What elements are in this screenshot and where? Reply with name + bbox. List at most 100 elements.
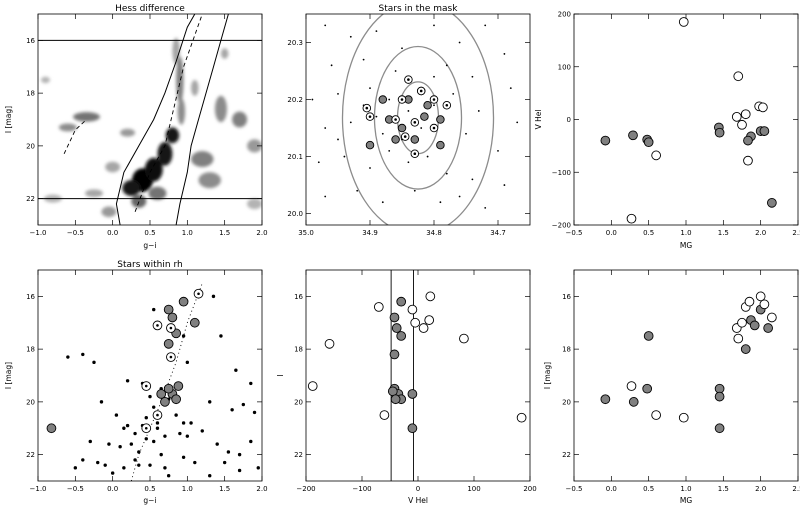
y-tick-label: 20	[26, 398, 35, 406]
member-star-filled	[767, 197, 777, 208]
y-tick-label: 16	[562, 293, 571, 301]
member-star-open	[678, 412, 689, 423]
star-point	[144, 437, 148, 441]
star-point	[122, 466, 126, 470]
x-tick-label: 1.5	[718, 485, 729, 493]
marks	[307, 270, 527, 481]
star-point	[163, 434, 167, 438]
star-point	[249, 381, 253, 386]
member-star-filled	[643, 331, 654, 341]
star-point	[330, 64, 333, 67]
star-point	[375, 30, 378, 33]
star-point	[458, 195, 461, 198]
star-point	[211, 294, 216, 299]
member-star-open	[755, 291, 766, 302]
panel-hess-difference: Hess difference −1.0 −0.5 0.0 0.5 1.0 1.5 2.0 1…	[4, 4, 268, 250]
member-star-open	[767, 312, 777, 323]
member-star-open	[758, 102, 768, 113]
member-star-center	[413, 121, 417, 124]
star-point	[311, 98, 314, 101]
y-axis-label: I	[276, 374, 285, 376]
star-point	[388, 98, 391, 101]
star-point	[362, 58, 365, 61]
x-tick-label: 34.9	[362, 229, 378, 237]
star-point	[471, 178, 474, 181]
x-tick-label: 35.0	[298, 229, 314, 237]
star-point	[433, 75, 435, 78]
member-star-center	[156, 324, 159, 327]
star-point	[185, 434, 190, 438]
heatmap-cell	[177, 98, 186, 125]
star-point	[181, 334, 186, 338]
star-point	[388, 149, 391, 152]
y-tick-label: 200	[558, 11, 571, 19]
x-tick-label: 0.0	[107, 485, 118, 493]
star-point	[369, 167, 371, 169]
y-tick-label: 20.0	[287, 210, 303, 218]
member-star-filled	[156, 389, 167, 399]
heatmap-cell	[220, 48, 229, 59]
member-star-center	[413, 152, 417, 156]
y-tick-label: 18	[294, 346, 303, 354]
member-star-filled	[167, 312, 178, 323]
star-point	[125, 379, 130, 383]
member-star-filled	[714, 391, 725, 402]
member-star-open	[737, 317, 747, 328]
star-point	[497, 149, 499, 152]
member-star-open	[731, 112, 742, 122]
panel-i-vs-vhel: −200 −100 0 100 200 16 18 20 22 V Hel I	[276, 269, 537, 505]
x-tick-label: 2.5	[792, 485, 800, 493]
y-axis-label: I [mag]	[543, 362, 552, 389]
member-star-filled	[163, 304, 174, 315]
star-point	[317, 161, 320, 164]
member-star-center	[144, 426, 148, 430]
member-star-filled	[160, 397, 170, 407]
marks	[311, 14, 519, 225]
x-tick-label: −1.0	[30, 485, 47, 493]
member-star-open	[743, 155, 753, 166]
x-tick-label: −200	[296, 485, 315, 493]
member-star-filled	[423, 100, 432, 110]
member-star-filled	[365, 140, 375, 150]
member-star-filled	[600, 135, 611, 146]
x-tick-label: 2.5	[792, 229, 800, 237]
member-star-open	[407, 304, 418, 315]
member-star-center	[169, 355, 173, 359]
member-star-filled	[749, 320, 760, 331]
x-axis-label: MG	[680, 241, 692, 250]
heatmap-cell	[148, 186, 167, 200]
member-star-filled	[436, 140, 445, 150]
axes: −0.5 0.0 0.5 1.0 1.5 2.0 2.5 16 18 20 22	[562, 270, 800, 493]
star-point	[426, 155, 429, 158]
star-point	[241, 402, 246, 407]
star-point	[369, 87, 371, 90]
member-star-open	[737, 119, 747, 130]
member-star-open	[424, 315, 435, 325]
member-star-open	[324, 339, 335, 349]
member-star-filled	[397, 123, 407, 133]
star-point	[516, 121, 519, 124]
member-star-filled	[643, 137, 654, 148]
star-point	[349, 35, 352, 38]
member-star-filled	[407, 389, 418, 399]
x-tick-label: 2.0	[755, 485, 766, 493]
star-point	[256, 466, 260, 470]
star-point	[343, 155, 346, 158]
star-point	[381, 201, 384, 204]
star-point	[413, 189, 416, 192]
star-point	[375, 115, 378, 118]
star-point	[129, 442, 134, 446]
star-point	[181, 455, 186, 459]
star-point	[88, 439, 92, 444]
panel-title: Hess difference	[115, 4, 185, 14]
heatmap-cell	[58, 123, 77, 132]
plot-frame	[573, 13, 799, 226]
x-tick-label: −0.5	[67, 229, 84, 237]
member-star-filled	[391, 323, 402, 333]
star-point	[99, 400, 104, 404]
member-star-filled	[189, 317, 200, 328]
y-tick-label: 22	[26, 451, 35, 459]
x-tick-label: 0.5	[144, 485, 155, 493]
heatmap-cell	[40, 76, 50, 84]
